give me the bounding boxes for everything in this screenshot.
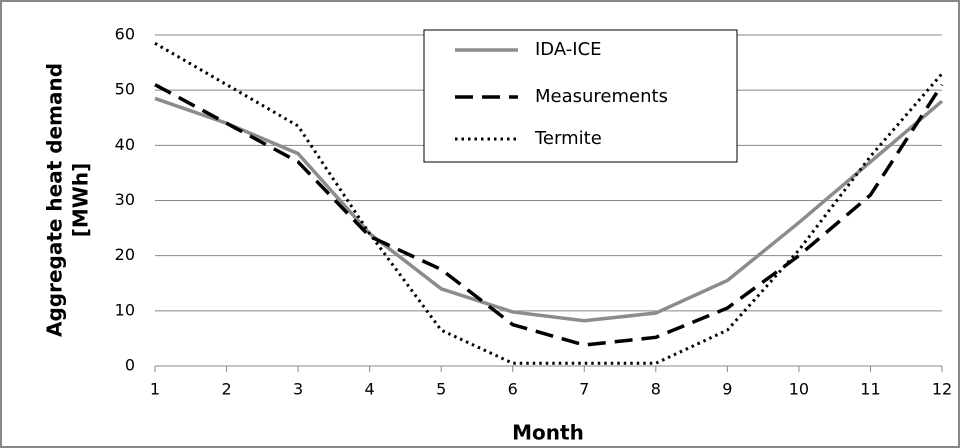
y-tick-label: 40 [115,135,135,154]
y-tick-label: 0 [125,356,135,375]
x-tick-label: 12 [932,380,952,399]
series-line [154,41,944,365]
series-line [154,96,944,323]
x-tick-label: 7 [579,380,589,399]
legend-text: IDA-ICE [535,39,602,60]
legend-text: Termite [534,128,602,149]
x-tick-label: 6 [508,380,518,399]
y-tick-label: 20 [115,245,135,264]
x-axis-title: Month [512,421,584,445]
y-tick-label: 60 [115,25,135,44]
legend-text: Measurements [535,86,668,107]
x-tick-label: 5 [436,380,446,399]
y-tick-label: 50 [115,80,135,99]
y-tick-label: 30 [115,190,135,209]
x-tick-label: 1 [150,380,160,399]
x-tick-label: 8 [651,380,661,399]
x-tick-label: 2 [221,380,231,399]
x-tick-label: 9 [722,380,732,399]
y-axis-title: Aggregate heat demand [43,63,67,337]
x-tick-label: 11 [860,380,880,399]
y-tick-label: 10 [115,300,135,319]
x-tick-label: 10 [789,380,809,399]
x-tick-label: 4 [365,380,375,399]
series-line [154,83,944,347]
x-tick-label: 3 [293,380,303,399]
y-axis-title: [MWh] [69,163,93,237]
